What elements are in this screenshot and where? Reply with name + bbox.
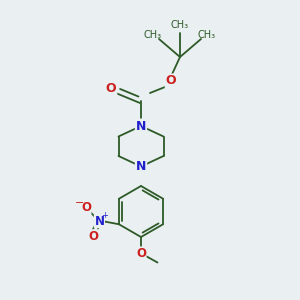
Text: N: N [136, 119, 146, 133]
Text: +: + [101, 211, 108, 220]
Text: N: N [94, 215, 104, 228]
Text: O: O [106, 82, 116, 95]
Text: O: O [88, 230, 98, 243]
Text: O: O [166, 74, 176, 88]
Text: O: O [81, 201, 91, 214]
Text: −: − [75, 198, 85, 208]
Text: CH₃: CH₃ [171, 20, 189, 31]
Text: CH₃: CH₃ [198, 29, 216, 40]
Text: N: N [136, 160, 146, 173]
Text: O: O [136, 247, 146, 260]
Text: CH₃: CH₃ [144, 29, 162, 40]
